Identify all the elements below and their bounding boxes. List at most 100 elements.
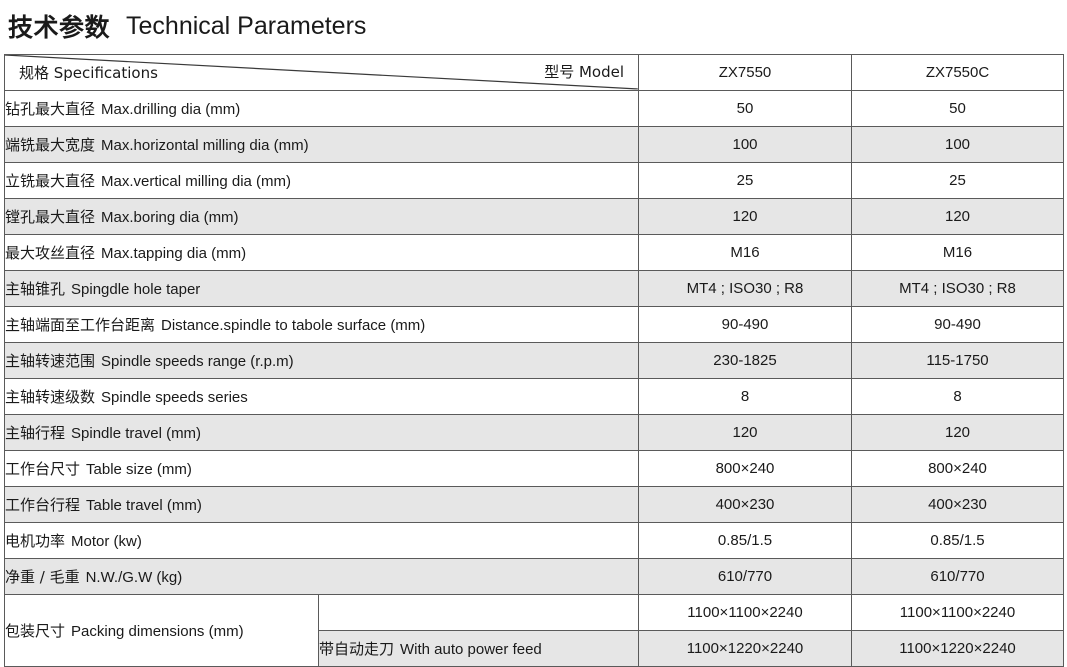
row-value-cell-2: 0.85/1.5 <box>851 522 1064 559</box>
row-label-english: Packing dimensions (mm) <box>71 623 244 640</box>
row-label-chinese: 最大攻丝直径 <box>5 244 96 262</box>
row-label-chinese: 电机功率 <box>5 532 66 550</box>
row-label-english: N.W./G.W (kg) <box>85 569 183 586</box>
row-label-chinese: 工作台尺寸 <box>5 460 81 478</box>
packing-sub-label-auto-feed: 带自动走刀 With auto power feed <box>318 630 639 667</box>
row-label-cell: 最大攻丝直径 Max.tapping dia (mm) <box>4 234 639 271</box>
row-label-cell: 净重 / 毛重 N.W./G.W (kg) <box>4 558 639 595</box>
packing-row-standard: 包装尺寸 Packing dimensions (mm) 1100×1100×224… <box>4 594 1064 667</box>
page-title-english: Technical Parameters <box>126 11 367 40</box>
row-value-cell-1: 610/770 <box>638 558 852 595</box>
row-value-cell-1: MT4 ; ISO30 ; R8 <box>638 270 852 307</box>
row-label-english: Max.boring dia (mm) <box>101 209 239 226</box>
row-label-chinese: 净重 / 毛重 <box>5 568 80 586</box>
row-label-english: Spindle speeds range (r.p.m) <box>101 353 294 370</box>
row-label-english: Table size (mm) <box>86 461 192 478</box>
row-label-english: Max.drilling dia (mm) <box>101 101 241 118</box>
row-label-chinese: 带自动走刀 <box>319 640 395 658</box>
row-label-english: Spindle travel (mm) <box>71 425 202 442</box>
header-model-label: 型号 Model <box>544 63 624 81</box>
row-value-cell-1: M16 <box>638 234 852 271</box>
page-title-chinese: 技术参数 <box>8 13 111 42</box>
row-label-english: Table travel (mm) <box>86 497 202 514</box>
row-value-cell-1: 8 <box>638 378 852 415</box>
header-specifications-label: 规格 Specifications <box>19 64 158 82</box>
table-row: 立铣最大直径 Max.vertical milling dia (mm) 25 25 <box>4 162 1064 199</box>
row-value-cell-2: MT4 ; ISO30 ; R8 <box>851 270 1064 307</box>
row-value-cell-2: 800×240 <box>851 450 1064 487</box>
row-label-chinese: 包装尺寸 <box>5 622 66 640</box>
row-value-cell-1: 120 <box>638 198 852 235</box>
row-value-cell-2: 90-490 <box>851 306 1064 343</box>
row-label-cell: 工作台尺寸 Table size (mm) <box>4 450 639 487</box>
row-label-cell: 工作台行程 Table travel (mm) <box>4 486 639 523</box>
row-label-chinese: 主轴转速级数 <box>5 388 96 406</box>
table-row: 主轴锥孔 Spingdle hole taper MT4 ; ISO30 ; R8 M… <box>4 270 1064 307</box>
row-label-english: Max.horizontal milling dia (mm) <box>101 137 309 154</box>
row-label-cell: 主轴锥孔 Spingdle hole taper <box>4 270 639 307</box>
row-value-cell-1: 100 <box>638 126 852 163</box>
row-value-cell-2: 25 <box>851 162 1064 199</box>
row-value-cell-2: 8 <box>851 378 1064 415</box>
row-value-cell-1: 25 <box>638 162 852 199</box>
row-label-english: Spindle speeds series <box>101 389 248 406</box>
packing-sub-label-standard <box>318 594 639 631</box>
row-value-cell-1: 400×230 <box>638 486 852 523</box>
row-value-cell-1: 230-1825 <box>638 342 852 379</box>
packing-standard-value-1: 1100×1100×2240 <box>638 594 852 631</box>
table-row: 净重 / 毛重 N.W./G.W (kg) 610/770 610/770 <box>4 558 1064 595</box>
table-row: 工作台尺寸 Table size (mm) 800×240 800×240 <box>4 450 1064 487</box>
row-label-chinese: 立铣最大直径 <box>5 172 96 190</box>
row-value-cell-2: 115-1750 <box>851 342 1064 379</box>
row-label-english: Motor (kw) <box>71 533 142 550</box>
row-label-chinese: 钻孔最大直径 <box>5 100 96 118</box>
row-label-cell: 电机功率 Motor (kw) <box>4 522 639 559</box>
row-label-chinese: 主轴锥孔 <box>5 280 66 298</box>
table-row: 电机功率 Motor (kw) 0.85/1.5 0.85/1.5 <box>4 522 1064 559</box>
packing-standard-value-2: 1100×1100×2240 <box>851 594 1064 631</box>
row-value-cell-2: 400×230 <box>851 486 1064 523</box>
packing-auto-feed-value-1: 1100×1220×2240 <box>638 630 852 667</box>
row-label-chinese: 主轴转速范围 <box>5 352 96 370</box>
packing-label-cell: 包装尺寸 Packing dimensions (mm) <box>4 594 319 667</box>
specifications-table: 规格 Specifications 型号 Model ZX7550 ZX7550C 钻孔… <box>4 54 1064 667</box>
row-value-cell-1: 120 <box>638 414 852 451</box>
row-value-cell-2: M16 <box>851 234 1064 271</box>
row-label-cell: 主轴转速级数 Spindle speeds series <box>4 378 639 415</box>
table-row: 主轴行程 Spindle travel (mm) 120 120 <box>4 414 1064 451</box>
row-value-cell-2: 120 <box>851 198 1064 235</box>
row-label-chinese: 主轴行程 <box>5 424 66 442</box>
table-row: 镗孔最大直径 Max.boring dia (mm) 120 120 <box>4 198 1064 235</box>
row-value-cell-2: 50 <box>851 90 1064 127</box>
table-row: 主轴转速范围 Spindle speeds range (r.p.m) 230-18… <box>4 342 1064 379</box>
row-label-english: Spingdle hole taper <box>71 281 201 298</box>
row-label-english: With auto power feed <box>400 641 542 658</box>
header-model-1: ZX7550 <box>638 54 852 91</box>
row-label-cell: 主轴转速范围 Spindle speeds range (r.p.m) <box>4 342 639 379</box>
row-label-chinese: 镗孔最大直径 <box>5 208 96 226</box>
table-header-row: 规格 Specifications 型号 Model ZX7550 ZX7550C <box>4 54 1064 91</box>
page-title: 技术参数 Technical Parameters <box>8 6 366 46</box>
header-split-cell: 规格 Specifications 型号 Model <box>4 54 639 91</box>
row-label-cell: 端铣最大宽度 Max.horizontal milling dia (mm) <box>4 126 639 163</box>
table-row: 主轴转速级数 Spindle speeds series 8 8 <box>4 378 1064 415</box>
row-label-cell: 立铣最大直径 Max.vertical milling dia (mm) <box>4 162 639 199</box>
row-value-cell-2: 120 <box>851 414 1064 451</box>
row-label-english: Distance.spindle to tabole surface (mm) <box>161 317 426 334</box>
row-label-chinese: 工作台行程 <box>5 496 81 514</box>
header-model-2: ZX7550C <box>851 54 1064 91</box>
row-value-cell-1: 90-490 <box>638 306 852 343</box>
row-label-cell: 镗孔最大直径 Max.boring dia (mm) <box>4 198 639 235</box>
table-row: 钻孔最大直径 Max.drilling dia (mm) 50 50 <box>4 90 1064 127</box>
row-label-cell: 主轴行程 Spindle travel (mm) <box>4 414 639 451</box>
row-value-cell-2: 610/770 <box>851 558 1064 595</box>
table-row: 最大攻丝直径 Max.tapping dia (mm) M16 M16 <box>4 234 1064 271</box>
row-label-cell: 钻孔最大直径 Max.drilling dia (mm) <box>4 90 639 127</box>
row-value-cell-1: 0.85/1.5 <box>638 522 852 559</box>
row-label-chinese: 端铣最大宽度 <box>5 136 96 154</box>
row-value-cell-1: 50 <box>638 90 852 127</box>
packing-auto-feed-value-2: 1100×1220×2240 <box>851 630 1064 667</box>
table-row: 主轴端面至工作台距离 Distance.spindle to tabole sur… <box>4 306 1064 343</box>
row-value-cell-2: 100 <box>851 126 1064 163</box>
